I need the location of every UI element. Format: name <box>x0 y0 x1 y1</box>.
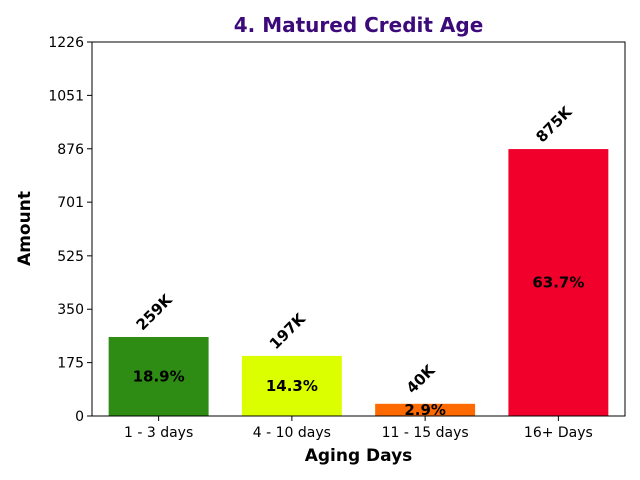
percent-label-1: 18.9% <box>133 367 185 385</box>
value-label-1: 259K <box>133 290 177 334</box>
y-tick-label-1: 0 <box>75 409 84 425</box>
y-tick-label-5: 701 <box>57 195 84 211</box>
y-axis-title: Amount <box>15 191 35 266</box>
x-axis-title: Aging Days <box>305 446 413 466</box>
y-tick-label-8: 1226 <box>48 35 84 51</box>
x-tick-label-4: 16+ Days <box>524 425 593 441</box>
y-tick-label-2: 175 <box>57 356 84 372</box>
value-label-3: 40K <box>403 360 440 397</box>
percent-label-2: 14.3% <box>266 377 318 395</box>
value-label-4: 875K <box>532 102 576 146</box>
x-tick-label-3: 11 - 15 days <box>382 425 469 441</box>
bar-3 <box>375 403 476 416</box>
chart-title: 4. Matured Credit Age <box>234 13 484 37</box>
plot-frame <box>91 41 626 417</box>
bar-4 <box>508 149 609 416</box>
y-tick-label-3: 350 <box>57 302 84 318</box>
percent-label-4: 63.7% <box>532 274 584 292</box>
y-tick-label-6: 876 <box>57 142 84 158</box>
plot-area: 0 175 350 525 701 876 1051 1226 1 - 3 days 4 - 10… <box>48 35 626 441</box>
value-label-2: 197K <box>266 309 310 353</box>
y-tick-label-4: 525 <box>57 249 84 265</box>
percent-label-3: 2.9% <box>404 401 446 419</box>
x-tick-label-1: 1 - 3 days <box>124 425 193 441</box>
bar-2 <box>241 355 342 416</box>
x-tick-label-2: 4 - 10 days <box>253 425 331 441</box>
bar-1 <box>108 336 209 416</box>
y-tick-label-7: 1051 <box>48 88 84 104</box>
